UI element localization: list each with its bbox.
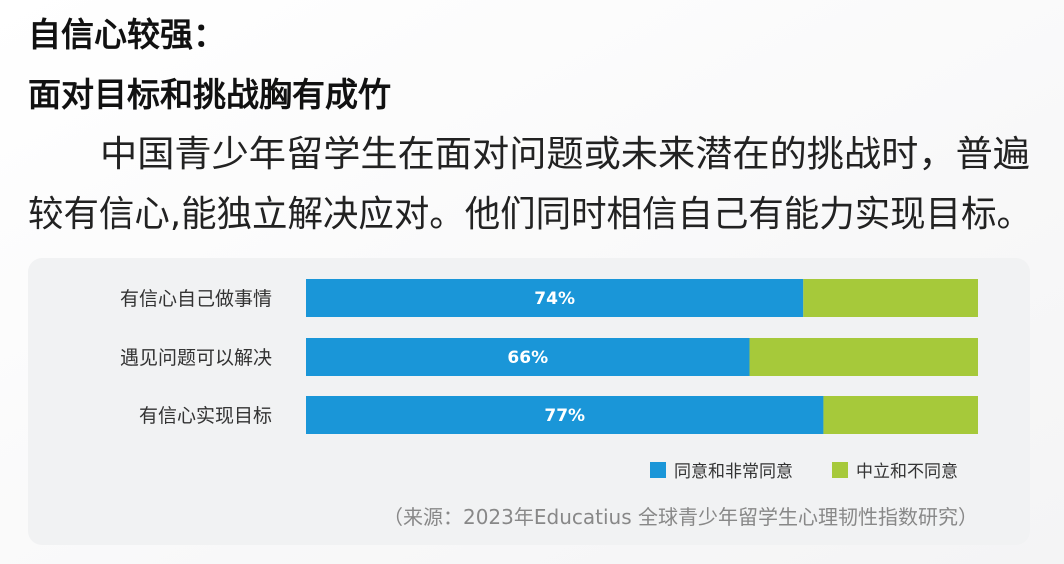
category-label: 遇见问题可以解决 <box>120 347 272 369</box>
value-label: 66% <box>507 348 548 368</box>
category-label: 有信心实现目标 <box>139 405 272 427</box>
bar-segment <box>306 279 804 317</box>
paragraph-line: 中国青少年留学生在面对问题或未来潜在的挑战时，普遍 <box>100 134 1030 175</box>
bar-segment <box>306 396 824 434</box>
category-label: 有信心自己做事情 <box>120 288 272 310</box>
title-line1: 自信心较强： <box>28 15 226 54</box>
bar-segment <box>803 279 978 317</box>
source-note: （来源：2023年Educatius 全球青少年留学生心理韧性指数研究） <box>383 505 978 529</box>
value-label: 74% <box>534 289 575 309</box>
title-line2: 面对目标和挑战胸有成竹 <box>28 75 391 114</box>
bar-segment <box>749 338 978 376</box>
paragraph-line: 较有信心,能独立解决应对。他们同时相信自己有能力实现目标。 <box>28 194 1032 235</box>
bar-segment <box>306 338 750 376</box>
bar-segment <box>823 396 978 434</box>
legend-label: 中立和不同意 <box>856 462 958 482</box>
value-label: 77% <box>544 406 585 426</box>
legend-swatch <box>832 462 848 478</box>
chart: 有信心自己做事情 74% 遇见问题可以解决 66% 有信心实现目标 77% 同意和非常同意 中… <box>120 279 978 529</box>
legend-label: 同意和非常同意 <box>674 462 793 482</box>
legend-swatch <box>650 462 666 478</box>
